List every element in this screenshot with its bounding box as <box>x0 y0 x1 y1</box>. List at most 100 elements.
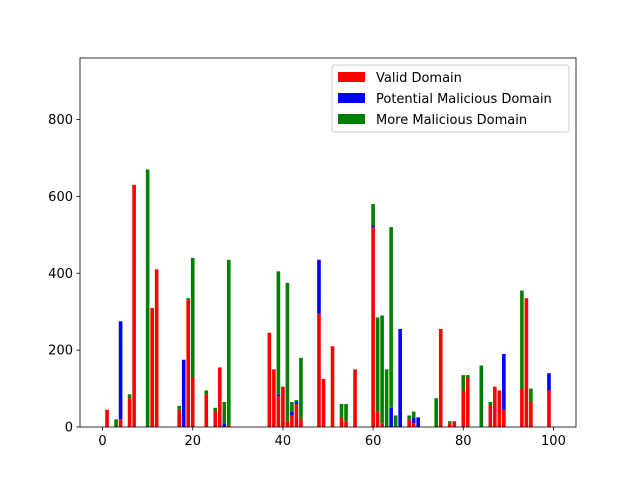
legend-entry-label: Valid Domain <box>376 71 462 86</box>
bar-segment-potential-malicious <box>411 417 416 424</box>
bar-segment-more-malicious <box>186 298 191 301</box>
bar-segment-more-malicious <box>384 369 389 427</box>
bar-segment-valid <box>321 378 326 427</box>
legend: Valid Domain Potential Malicious Domain Mo… <box>331 64 570 133</box>
bar-segment-valid <box>493 386 497 427</box>
bar-segment-more-malicious <box>488 402 493 406</box>
bar-segment-potential-malicious <box>389 407 393 427</box>
bar-segment-more-malicious <box>190 257 195 378</box>
bar-segment-more-malicious <box>299 357 303 420</box>
bar-segment-valid <box>217 367 222 427</box>
bar-segment-more-malicious <box>529 388 533 403</box>
bar-segment-more-malicious <box>465 375 470 378</box>
bar-segment-valid <box>204 394 209 427</box>
bar-segment-valid <box>452 421 457 427</box>
bar-segment-more-malicious <box>407 415 411 420</box>
x-tick-label: 0 <box>98 434 106 449</box>
bar-segment-more-malicious <box>145 169 150 427</box>
bar-segment-valid <box>344 421 348 427</box>
bar-segment-valid <box>330 346 335 427</box>
bar-segment-more-malicious <box>226 259 231 426</box>
bar-segment-more-malicious <box>520 290 524 389</box>
bar-segment-valid <box>290 415 294 427</box>
bar-segment-potential-malicious <box>118 321 123 420</box>
x-tick-label: 80 <box>455 434 472 449</box>
bar-segment-potential-malicious <box>547 373 551 391</box>
bar-segment-potential-malicious <box>181 359 186 427</box>
legend-entry-label: More Malicious Domain <box>376 113 527 128</box>
bar-segment-valid <box>488 405 493 427</box>
bar-segment-more-malicious <box>204 390 209 395</box>
bar-segment-valid <box>407 419 411 427</box>
x-tick-label: 100 <box>541 434 566 449</box>
bar-segment-valid <box>502 409 506 427</box>
bar-segment-valid <box>465 377 470 427</box>
bar-segment-more-malicious <box>375 317 380 412</box>
bar-segment-valid <box>154 269 159 427</box>
bar-segment-valid <box>186 300 191 427</box>
y-tick-label: 600 <box>48 190 73 205</box>
bar-segment-more-malicious <box>294 400 299 403</box>
bar-segment-more-malicious <box>276 271 281 395</box>
bar-segment-valid <box>447 423 452 427</box>
bar-segment-valid <box>127 398 132 427</box>
bar-segment-more-malicious <box>411 411 416 418</box>
bar-segment-valid <box>371 227 375 427</box>
x-tick-label: 60 <box>365 434 382 449</box>
bar-segment-valid <box>524 298 529 427</box>
y-tick-label: 0 <box>65 421 73 436</box>
bar-segment-valid <box>150 307 154 427</box>
bar-segment-more-malicious <box>127 394 132 399</box>
bar-segment-potential-malicious <box>398 328 402 427</box>
y-tick-label: 400 <box>48 267 73 282</box>
bar-segment-valid <box>267 332 272 427</box>
bar-segment-more-malicious <box>380 315 384 424</box>
legend-swatch <box>338 93 365 103</box>
bar-segment-potential-malicious <box>416 417 420 427</box>
axes-frame <box>79 57 577 428</box>
bar-segment-valid <box>411 423 416 427</box>
bar-segment-more-malicious <box>290 402 294 412</box>
x-tick-label: 40 <box>275 434 292 449</box>
bar-segment-valid <box>272 369 276 427</box>
bar-segment-more-malicious <box>461 375 466 391</box>
legend-swatch <box>338 72 365 82</box>
bar-segment-more-malicious <box>479 365 484 427</box>
bar-segment-more-malicious <box>447 421 452 424</box>
bar-segment-potential-malicious <box>294 402 299 404</box>
bar-segment-more-malicious <box>344 403 348 422</box>
bar-segment-more-malicious <box>434 398 439 427</box>
bar-segment-potential-malicious <box>276 394 281 397</box>
bar-segment-more-malicious <box>285 282 290 422</box>
bar-segment-potential-malicious <box>317 259 321 314</box>
bar-segment-more-malicious <box>114 419 118 427</box>
y-tick-label: 800 <box>48 113 73 128</box>
axes: 0 20 40 60 80 100 0 200 400 600 800 <box>48 57 577 449</box>
bar-segment-more-malicious <box>371 204 375 226</box>
bar-segment-valid <box>213 411 218 427</box>
bar-segment-potential-malicious <box>222 423 227 427</box>
x-tick-label: 20 <box>184 434 201 449</box>
bar-segment-valid <box>299 419 303 427</box>
bar-segment-valid <box>281 386 285 427</box>
bar-segment-more-malicious <box>177 405 182 410</box>
bar-segment-valid <box>461 390 466 427</box>
bar-segment-valid <box>276 396 281 427</box>
bar-segment-valid <box>105 409 109 427</box>
bar-segment-valid <box>190 377 195 427</box>
bar-segment-more-malicious <box>389 227 393 408</box>
bar-segment-more-malicious <box>393 415 398 427</box>
bar-segment-potential-malicious <box>502 353 506 410</box>
legend-entry-label: Potential Malicious Domain <box>376 92 552 107</box>
bar-segment-valid <box>317 313 321 427</box>
bar-segment-valid <box>375 411 380 427</box>
bar-segment-valid <box>132 184 136 427</box>
bar-segment-valid <box>529 402 533 427</box>
bar-segment-valid <box>520 388 524 427</box>
bar-segment-valid <box>339 417 344 427</box>
bar-segment-valid <box>177 409 182 427</box>
bar-segment-more-malicious <box>222 402 227 424</box>
bar-segment-more-malicious <box>213 407 218 412</box>
bar-segment-valid <box>547 390 551 427</box>
